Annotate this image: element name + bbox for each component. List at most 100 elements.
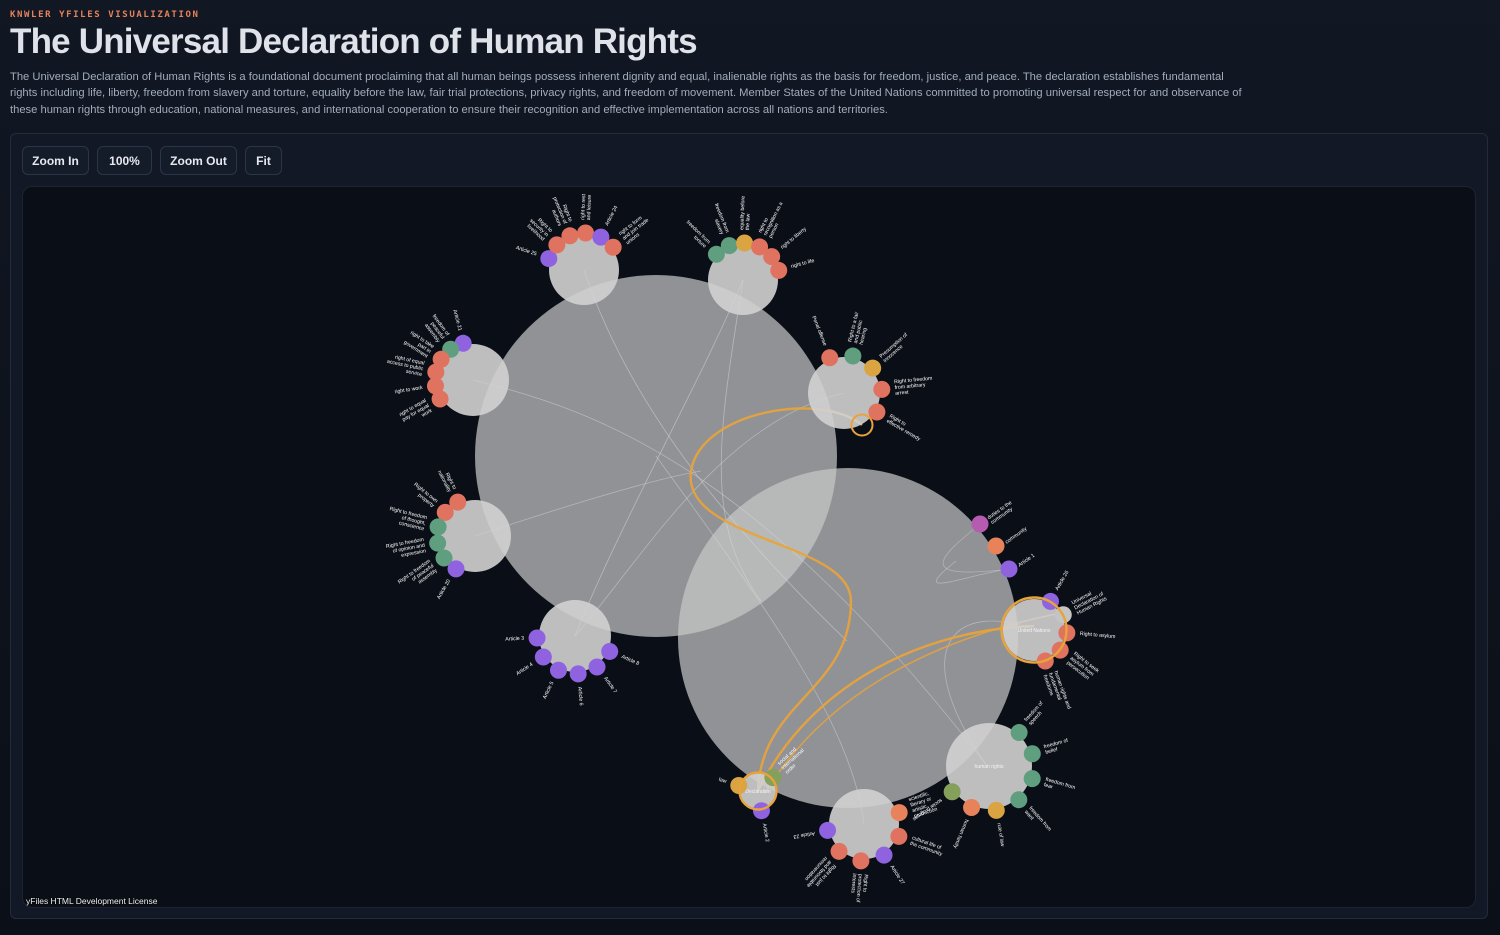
node-d-3[interactable] — [873, 380, 891, 398]
highlight-ring-k — [738, 771, 778, 811]
node-b-0[interactable] — [707, 245, 725, 263]
node-i-4[interactable] — [987, 801, 1005, 819]
node-a-2[interactable] — [561, 227, 579, 245]
node-d-0[interactable] — [821, 349, 839, 367]
node-c-5[interactable] — [431, 390, 449, 408]
child-group-d-circle[interactable] — [808, 357, 880, 429]
child-group-h-circle[interactable] — [1003, 599, 1065, 661]
zoom-reset-button[interactable]: 100% — [97, 146, 152, 175]
node-c-4[interactable] — [426, 377, 444, 395]
node-f-1[interactable] — [534, 648, 552, 666]
node-c-3-label-line: service — [405, 369, 422, 378]
child-group-j-circle[interactable] — [829, 789, 899, 859]
node-a-3-label-line: right to rest — [581, 193, 588, 220]
child-group-a-circle[interactable] — [549, 235, 619, 305]
node-c-3[interactable] — [427, 363, 445, 381]
node-a-4[interactable] — [592, 228, 610, 246]
node-d-4[interactable] — [868, 403, 886, 421]
node-e-4[interactable] — [435, 549, 453, 567]
node-j-1[interactable] — [890, 827, 908, 845]
node-b-5[interactable] — [770, 261, 788, 279]
node-j-2[interactable] — [875, 846, 893, 864]
child-group-f-circle[interactable] — [539, 600, 611, 672]
node-a-5[interactable] — [604, 238, 622, 256]
node-j-3[interactable] — [852, 852, 870, 870]
node-i-4-label-line: rule of law — [995, 823, 1005, 848]
node-b-1[interactable] — [720, 237, 738, 255]
child-group-c-circle[interactable] — [437, 344, 509, 416]
node-i-5[interactable] — [963, 798, 981, 816]
node-j-5[interactable] — [819, 821, 837, 839]
child-group-i-circle[interactable] — [946, 723, 1032, 809]
node-g-2[interactable] — [1000, 560, 1018, 578]
node-g-0-label: duties to thecommunity — [987, 500, 1017, 526]
node-b-4[interactable] — [763, 248, 781, 266]
node-j-5-label-line: Article 23 — [793, 829, 815, 839]
node-e-2[interactable] — [429, 518, 447, 536]
node-b-4-label: right to liberty — [780, 226, 808, 251]
node-a-0[interactable] — [540, 250, 558, 268]
node-g-2-label: Article 1 — [1017, 553, 1036, 569]
node-f-3[interactable] — [569, 665, 587, 683]
highlight-ring-h — [1000, 596, 1068, 664]
node-i-1[interactable] — [1023, 745, 1041, 763]
node-d-0-label-line: Penal offense — [810, 315, 827, 347]
node-b-4-label-line: right to liberty — [780, 226, 808, 251]
zoom-out-button[interactable]: Zoom Out — [160, 146, 237, 175]
node-a-1[interactable] — [548, 236, 566, 254]
node-i-0[interactable] — [1010, 724, 1028, 742]
node-f-2[interactable] — [549, 661, 567, 679]
child-group-h-label: United Nations — [1018, 628, 1051, 634]
node-k-2[interactable] — [752, 802, 770, 820]
node-j-4[interactable] — [830, 842, 848, 860]
node-h-2-label-line: Right to asylum — [1080, 631, 1116, 640]
page-description: The Universal Declaration of Human Right… — [10, 71, 1242, 116]
node-k-2-label-line: Article 2 — [760, 823, 769, 843]
node-a-3[interactable] — [577, 224, 595, 242]
parent-group-circle-bottom[interactable] — [678, 468, 1018, 808]
child-group-e-circle[interactable] — [439, 500, 511, 572]
graph-svg[interactable]: United Nations human rights Declaration Ar… — [23, 187, 1476, 908]
node-e-0[interactable] — [449, 493, 467, 511]
node-c-2[interactable] — [432, 350, 450, 368]
node-c-0-label-line: Article 21 — [451, 309, 462, 332]
node-j-0[interactable] — [890, 804, 908, 822]
node-d-2[interactable] — [864, 359, 882, 377]
node-k-1[interactable] — [764, 769, 782, 787]
node-d-1-label-line: and public — [853, 319, 864, 344]
node-a-0-label: Article 25 — [515, 245, 538, 257]
node-j-3-label-line: protection of — [854, 874, 862, 904]
node-f-4[interactable] — [588, 658, 606, 676]
node-b-2[interactable] — [736, 234, 754, 252]
node-e-3-label: Right to freedomof opinion andexpression — [386, 537, 427, 561]
zoom-in-button[interactable]: Zoom In — [22, 146, 89, 175]
node-b-3[interactable] — [751, 238, 769, 256]
license-watermark: yFiles HTML Development License — [26, 896, 158, 906]
node-e-4-label: Right to freedomof peacefulassembly — [397, 558, 439, 595]
node-f-5-label: Article 8 — [620, 654, 640, 667]
node-i-2-label-line: fear — [1043, 783, 1054, 791]
node-d-1[interactable] — [844, 347, 862, 365]
node-i-6[interactable] — [943, 783, 961, 801]
node-b-2-label-line: the law — [745, 213, 752, 230]
child-group-b-circle[interactable] — [708, 245, 778, 315]
node-a-3-label-line: and leisure — [586, 195, 593, 221]
node-f-4-label-line: Article 7 — [602, 676, 618, 695]
node-b-2-label-line: equality before — [740, 196, 747, 230]
node-a-2-label: Right toprotection ofauthors — [546, 194, 573, 228]
node-e-3[interactable] — [429, 534, 447, 552]
fit-button[interactable]: Fit — [245, 146, 282, 175]
node-e-1[interactable] — [436, 503, 454, 521]
node-j-2-label-line: Article 27 — [888, 865, 905, 887]
node-a-1-label: Right tosecurity inlivelihood — [524, 214, 553, 243]
node-b-1-label-line: slavery — [713, 218, 725, 236]
node-i-3[interactable] — [1010, 791, 1028, 809]
node-e-5[interactable] — [447, 560, 465, 578]
node-g-0[interactable] — [971, 515, 989, 533]
node-f-5[interactable] — [601, 642, 619, 660]
highlight-edge-d-k — [689, 407, 863, 792]
node-i-2[interactable] — [1023, 770, 1041, 788]
graph-canvas[interactable]: United Nations human rights Declaration Ar… — [22, 186, 1476, 908]
node-g-1[interactable] — [987, 537, 1005, 555]
node-f-0[interactable] — [528, 629, 546, 647]
